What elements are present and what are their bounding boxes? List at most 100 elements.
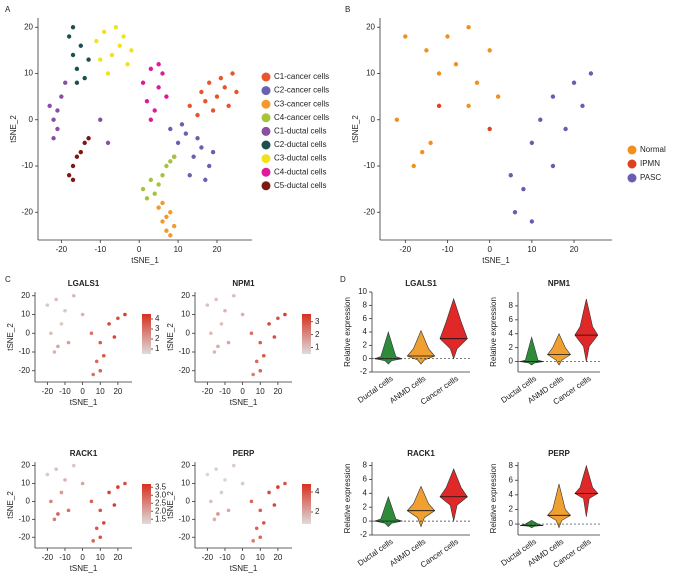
- y-tick-label: 8: [363, 300, 368, 309]
- colorbar: [142, 314, 151, 354]
- legend-swatch: [627, 159, 637, 169]
- legend-label: C2-cancer cells: [274, 86, 329, 95]
- colorbar-label: 3.0: [155, 490, 167, 499]
- point: [63, 308, 67, 313]
- panel-label: D: [340, 275, 346, 284]
- point: [49, 331, 53, 336]
- y-tick-label: -10: [178, 347, 190, 356]
- legend-label: C3-cancer cells: [274, 99, 329, 108]
- point: [272, 335, 277, 339]
- point: [207, 80, 212, 85]
- point: [487, 48, 492, 53]
- violin: [374, 330, 403, 365]
- point: [466, 103, 471, 109]
- y-tick-label: 10: [358, 287, 367, 296]
- point: [59, 490, 64, 495]
- y-tick-label: 0: [509, 357, 514, 366]
- point: [199, 145, 204, 150]
- point: [82, 75, 87, 81]
- point: [74, 66, 80, 72]
- point: [258, 508, 263, 513]
- colorbar-label: 2.5: [155, 498, 167, 507]
- x-tick-label: 20: [273, 387, 282, 396]
- point: [86, 57, 91, 62]
- point: [98, 535, 103, 540]
- point: [112, 503, 117, 507]
- point: [212, 517, 217, 522]
- x-tick-label: -20: [202, 553, 214, 562]
- y-axis-label: tSNE_2: [6, 491, 15, 519]
- x-tick-label: -10: [442, 245, 454, 254]
- x-tick-label: 10: [96, 553, 105, 562]
- x-tick-label: 20: [113, 387, 122, 396]
- point: [226, 103, 231, 109]
- point: [54, 467, 58, 471]
- colorbar-label: 2: [315, 507, 320, 516]
- point: [411, 163, 416, 169]
- x-tick-label: 20: [213, 245, 222, 254]
- point: [195, 136, 200, 141]
- y-axis-label: Relative expression: [489, 297, 498, 367]
- point: [474, 80, 480, 85]
- point: [98, 57, 103, 62]
- point: [89, 331, 94, 336]
- point: [466, 25, 471, 30]
- point: [66, 34, 72, 39]
- point: [240, 481, 245, 486]
- legend-label: Normal: [640, 145, 666, 154]
- point: [123, 312, 127, 317]
- point: [261, 521, 266, 525]
- y-axis-label: tSNE_2: [6, 323, 15, 351]
- y-tick-label: 0: [509, 519, 514, 528]
- point: [249, 499, 254, 504]
- y-tick-label: 4: [509, 329, 514, 338]
- point: [152, 191, 157, 196]
- y-tick-label: 8: [509, 301, 514, 310]
- point: [94, 526, 99, 531]
- x-tick-label: -20: [202, 387, 214, 396]
- y-tick-label: 8: [363, 461, 368, 470]
- y-tick-label: 20: [366, 22, 375, 31]
- x-axis-label: tSNE_1: [131, 256, 159, 265]
- x-tick-label: 0: [80, 553, 85, 562]
- y-tick-label: -20: [18, 532, 30, 541]
- point: [403, 34, 408, 39]
- y-tick-label: 6: [363, 314, 368, 323]
- x-tick-label: 0: [80, 387, 85, 396]
- point: [203, 99, 208, 104]
- y-tick-label: 10: [21, 479, 30, 488]
- y-tick-label: 0: [186, 497, 191, 506]
- point: [70, 177, 76, 183]
- y-tick-label: 10: [24, 69, 33, 78]
- point: [191, 154, 196, 159]
- point: [164, 228, 169, 233]
- point: [107, 322, 111, 326]
- point: [70, 52, 76, 58]
- point: [267, 490, 271, 495]
- point: [419, 149, 425, 155]
- x-tick-label: 20: [273, 553, 282, 562]
- legend-swatch: [261, 99, 271, 109]
- point: [538, 117, 543, 122]
- point: [187, 103, 192, 109]
- point: [214, 467, 218, 471]
- y-axis-label: Relative expression: [343, 297, 352, 367]
- point: [45, 472, 50, 477]
- violin: [547, 333, 571, 366]
- plot-title: RACK1: [407, 449, 435, 458]
- y-axis-label: tSNE_2: [351, 115, 360, 143]
- x-tick-label: 0: [487, 245, 492, 254]
- point: [98, 117, 103, 122]
- point: [258, 368, 263, 373]
- legend-label: C1-ductal cells: [274, 127, 326, 136]
- point: [276, 485, 280, 489]
- y-tick-label: 4: [363, 488, 368, 497]
- point: [113, 25, 119, 30]
- point: [89, 499, 94, 504]
- point: [91, 372, 95, 377]
- point: [160, 173, 165, 178]
- point: [214, 297, 218, 302]
- violin: [373, 495, 404, 528]
- y-tick-label: 4: [509, 490, 514, 499]
